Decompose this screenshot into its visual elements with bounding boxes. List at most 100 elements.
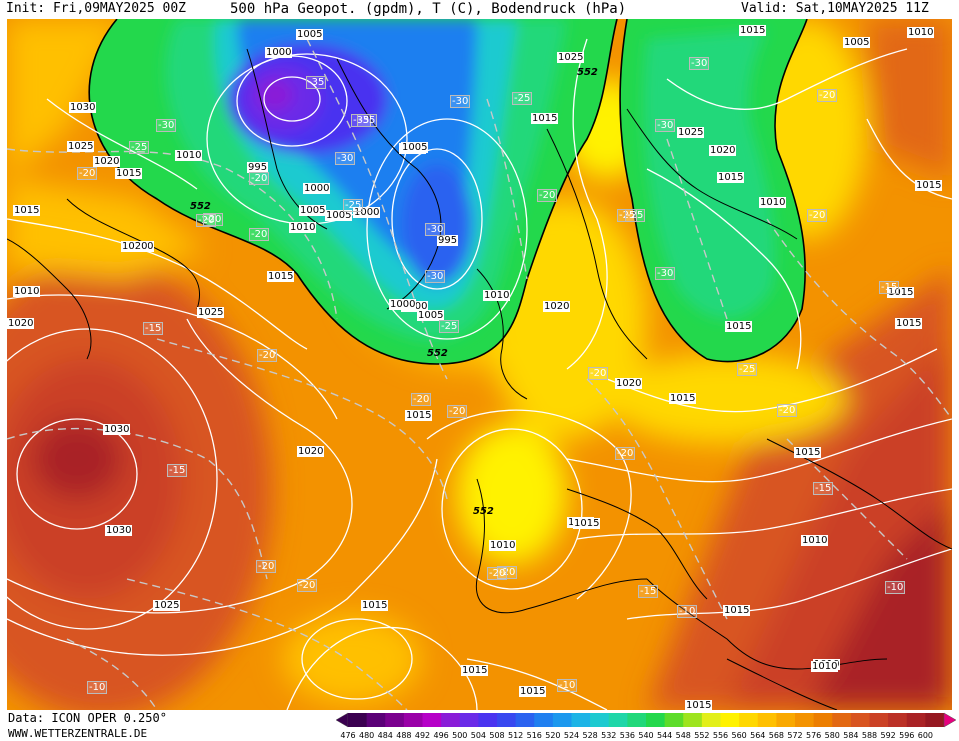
temperature-label: -20 — [817, 89, 838, 102]
legend-color-swatch — [366, 713, 386, 727]
isobar-label: 1015 — [685, 700, 713, 710]
isobar-label: 1000 — [303, 183, 331, 194]
isobar-label: 1015 — [531, 113, 559, 124]
isobar-label: 1020 — [615, 378, 643, 389]
legend-color-swatch — [739, 713, 759, 727]
legend-color-swatch — [776, 713, 796, 727]
legend-color-swatch — [534, 713, 554, 727]
isobar-label: 1015 — [405, 410, 433, 421]
legend-color-swatch — [571, 713, 591, 727]
isobar-label: 1025 — [197, 307, 225, 318]
geopotential-552-label: 552 — [190, 201, 211, 212]
data-source-label: Data: ICON OPER 0.250° — [8, 711, 167, 725]
legend-tick-label: 584 — [843, 731, 859, 740]
temperature-label: -20 — [249, 172, 270, 185]
isobar-label: 1010 — [801, 535, 829, 546]
temperature-label: -20 — [249, 228, 270, 241]
legend-min-arrow — [335, 712, 349, 728]
legend-tick-label: 500 — [452, 731, 468, 740]
isobar-label: 1020 — [121, 241, 149, 252]
legend-tick-label: 520 — [545, 731, 561, 740]
isobar-label: 1015 — [115, 168, 143, 179]
temperature-label: -10 — [885, 581, 906, 594]
temperature-label: -25 — [512, 92, 533, 105]
temperature-label: -25 — [439, 320, 460, 333]
temperature-label: -10 — [87, 681, 108, 694]
temperature-label: -15 — [167, 464, 188, 477]
temperature-label: -20 — [196, 214, 217, 227]
isobar-label: 1015 — [723, 605, 751, 616]
legend-tick-label: 508 — [489, 731, 505, 740]
isobar-label: 1015 — [915, 180, 943, 191]
temperature-label: -20 — [807, 209, 828, 222]
temperature-label: -30 — [156, 119, 177, 132]
legend-color-swatch — [422, 713, 442, 727]
isobar-label: 1015 — [267, 271, 295, 282]
legend-max-arrow — [943, 712, 957, 728]
legend-tick-label: 516 — [526, 731, 542, 740]
legend-colorbar — [335, 712, 957, 728]
temperature-label: -30 — [689, 57, 710, 70]
legend-color-swatch — [478, 713, 498, 727]
isobar-label: 1005 — [843, 37, 871, 48]
temperature-label: -30 — [425, 270, 446, 283]
legend-color-swatch — [552, 713, 572, 727]
legend-color-swatch — [627, 713, 647, 727]
isobar-label: 1015 — [669, 393, 697, 404]
legend-color-swatch — [515, 713, 535, 727]
temperature-label: -20 — [615, 447, 636, 460]
legend-tick-label: 524 — [563, 731, 580, 740]
isobar-label: 1020 — [93, 156, 121, 167]
legend-tick-label: 580 — [824, 731, 840, 740]
legend-color-swatch — [664, 713, 684, 727]
temperature-label: -30 — [450, 95, 471, 108]
weather-map[interactable]: 1030102510201015101010151010100510201015… — [7, 19, 952, 710]
legend-color-swatch — [906, 713, 926, 727]
temperature-label: -20 — [777, 404, 798, 417]
isobar-label: 1005 — [296, 29, 324, 40]
isobar-label: 1015 — [461, 665, 489, 676]
legend-color-swatch — [497, 713, 517, 727]
temperature-label: -15 — [813, 482, 834, 495]
legend-tick-label: 544 — [656, 731, 673, 740]
isobar-label: 1015 — [725, 321, 753, 332]
legend-tick-label: 536 — [619, 731, 636, 740]
legend-color-swatch — [590, 713, 610, 727]
temperature-label: -25 — [343, 199, 364, 212]
isobar-label: 995 — [247, 162, 269, 173]
temperature-label: -20 — [588, 367, 609, 380]
temperature-label: -15 — [879, 281, 900, 294]
trough-northeast — [620, 19, 807, 362]
map-title: 500 hPa Geopot. (gpdm), T (C), Bodendruc… — [230, 1, 627, 17]
legend-tick-label: 564 — [750, 731, 766, 740]
legend-color-swatch — [403, 713, 423, 727]
legend-color-swatch — [608, 713, 628, 727]
isobar-label: 1025 — [67, 141, 95, 152]
legend-tick-label: 548 — [675, 731, 691, 740]
legend-color-swatch — [701, 713, 721, 727]
temperature-label: -35 — [306, 76, 327, 89]
geopotential-552-label: 552 — [577, 67, 598, 78]
isobar-label: 1025 — [557, 52, 585, 63]
legend-color-swatch — [925, 713, 945, 727]
temperature-label: -20 — [447, 405, 468, 418]
temperature-label: -20 — [256, 560, 277, 573]
temperature-label: -20 — [537, 189, 558, 202]
legend-tick-label: 592 — [880, 731, 896, 740]
isobar-label: 1000 — [389, 299, 417, 310]
isobar-label: 1010 — [289, 222, 317, 233]
temperature-label: -25 — [737, 363, 758, 376]
legend-color-swatch — [646, 713, 666, 727]
isobar-label: 1005 — [401, 142, 429, 153]
legend-color-swatch — [441, 713, 461, 727]
isobar-label: 1015 — [361, 600, 389, 611]
isobars — [7, 38, 952, 710]
isobar-label: 1030 — [69, 102, 97, 113]
isobar-label: 1025 — [677, 127, 705, 138]
temperature-label: -30 — [655, 267, 676, 280]
legend-tick-label: 588 — [861, 731, 878, 740]
contour-552 — [88, 19, 808, 365]
isobar-label: 1010 — [489, 540, 517, 551]
isobar-label: 1010 — [907, 27, 935, 38]
isobar-label: 1005 — [299, 205, 327, 216]
